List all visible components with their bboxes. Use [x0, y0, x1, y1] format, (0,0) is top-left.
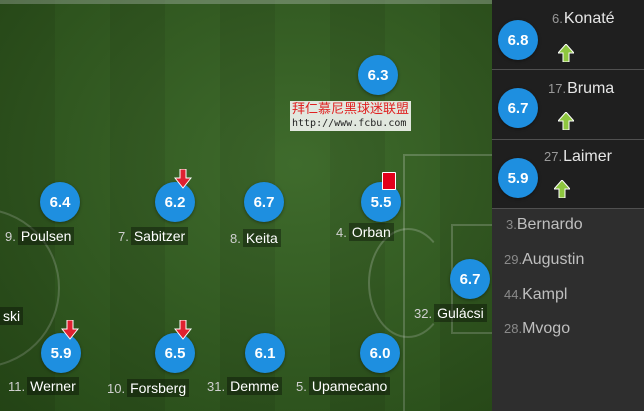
player-rating[interactable]: 6.7 [450, 259, 490, 299]
player-number: 32. [414, 306, 433, 321]
player-number: 8. [230, 231, 241, 246]
player-rating[interactable]: 6.7 [244, 182, 284, 222]
player-name: Poulsen [17, 227, 75, 245]
player-rating[interactable]: 6.0 [360, 333, 400, 373]
bench-row[interactable]: 44.Kampl [492, 278, 644, 312]
player-number: 27. [544, 149, 563, 164]
substitute-row[interactable]: 6.7 17.Bruma [492, 70, 644, 140]
player-number: 10. [107, 381, 126, 396]
player-name: Werner [27, 377, 79, 395]
player-rating[interactable]: 5.9 [41, 333, 81, 373]
watermark-line1: 拜仁慕尼黑球迷联盟 [292, 101, 410, 116]
pitch: 拜仁慕尼黑球迷联盟 http://www.fcbu.com 6.3 6.4 9.… [0, 0, 492, 411]
player-rating[interactable]: 6.1 [245, 333, 285, 373]
player-name: Orban [348, 223, 394, 241]
substitute-row[interactable]: 5.9 27.Laimer [492, 140, 644, 209]
player-rating: 5.9 [498, 158, 538, 198]
sub-out-arrow-icon [174, 320, 192, 340]
player-label[interactable]: 8. Keita [230, 229, 281, 247]
player-label[interactable]: 32. Gulácsi [414, 304, 487, 322]
watermark: 拜仁慕尼黑球迷联盟 http://www.fcbu.com [290, 101, 412, 131]
player-name: Sabitzer [130, 227, 189, 245]
player-name: Demme [227, 377, 283, 395]
player-name: Mvogo [522, 320, 571, 337]
player-label[interactable]: 7. Sabitzer [118, 227, 189, 245]
player-number: 17. [548, 81, 567, 96]
player-name: Upamecano [308, 377, 391, 395]
player-number: 4. [336, 225, 347, 240]
sub-in-arrow-icon [554, 180, 570, 198]
player-label[interactable]: 4. Orban [336, 223, 394, 241]
player-number: 44. [504, 287, 523, 302]
player-label-partial[interactable]: ski [0, 307, 24, 325]
player-rating[interactable]: 6.3 [358, 55, 398, 95]
player-number: 31. [207, 379, 226, 394]
bench-row[interactable]: 3.Bernardo [492, 208, 644, 242]
player-name: Kampl [522, 286, 568, 303]
sub-in-arrow-icon [558, 44, 574, 62]
substitutes-panel: 6.8 6.Konaté 6.7 17.Bruma 5.9 27.Laimer [492, 0, 644, 411]
substitute-row[interactable]: 6.8 6.Konaté [492, 0, 644, 70]
red-card-icon [382, 172, 396, 190]
bench-row[interactable]: 29.Augustin [492, 243, 644, 277]
player-rating[interactable]: 6.2 [155, 182, 195, 222]
player-name: Bernardo [516, 216, 583, 233]
watermark-line2: http://www.fcbu.com [292, 118, 407, 129]
player-number: 9. [5, 229, 16, 244]
player-name: Laimer [563, 148, 612, 165]
substitute-name: 17.Bruma [548, 80, 614, 98]
top-border [0, 0, 492, 4]
substitute-name: 6.Konaté [552, 10, 615, 28]
player-number: 6. [552, 11, 563, 26]
player-label[interactable]: 5. Upamecano [296, 377, 391, 395]
penalty-arc [368, 228, 448, 338]
player-label[interactable]: 31. Demme [207, 377, 283, 395]
player-rating[interactable]: 6.5 [155, 333, 195, 373]
player-rating[interactable]: 5.5 [361, 182, 401, 222]
substitute-name: 27.Laimer [544, 148, 612, 166]
player-rating: 6.8 [498, 20, 538, 60]
player-number: 5. [296, 379, 307, 394]
player-name: ski [0, 307, 24, 325]
sub-out-arrow-icon [174, 169, 192, 189]
bench-row[interactable]: 28.Mvogo [492, 312, 644, 346]
player-name: Gulácsi [434, 304, 487, 322]
player-label[interactable]: 9. Poulsen [5, 227, 75, 245]
player-number: 11. [8, 379, 26, 394]
player-name: Keita [242, 229, 281, 247]
player-label[interactable]: 11. Werner [8, 377, 79, 395]
player-number: 3. [506, 217, 517, 232]
player-name: Konaté [563, 10, 615, 27]
sub-in-arrow-icon [558, 112, 574, 130]
player-rating: 6.7 [498, 88, 538, 128]
player-rating[interactable]: 6.4 [40, 182, 80, 222]
player-label[interactable]: 10. Forsberg [107, 379, 190, 397]
player-number: 28. [504, 321, 523, 336]
player-number: 7. [118, 229, 129, 244]
player-name: Augustin [522, 251, 585, 268]
player-name: Forsberg [127, 379, 190, 397]
player-number: 29. [504, 252, 523, 267]
player-name: Bruma [567, 80, 615, 97]
sub-out-arrow-icon [61, 320, 79, 340]
